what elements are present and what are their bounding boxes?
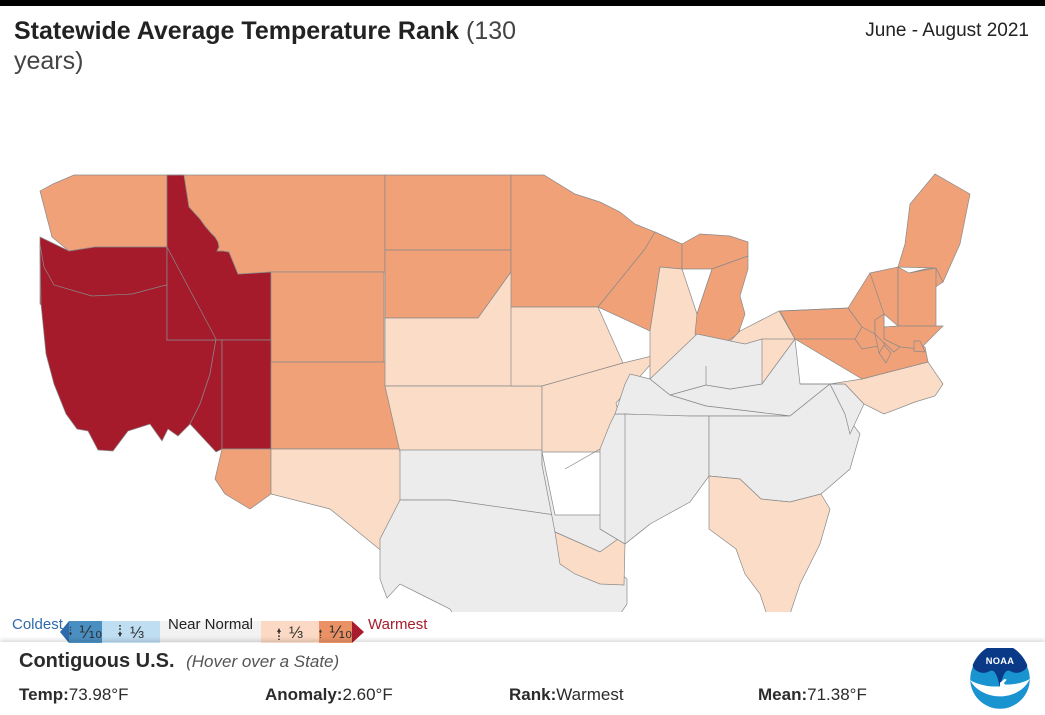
svg-text:NOAA: NOAA [986,656,1015,666]
